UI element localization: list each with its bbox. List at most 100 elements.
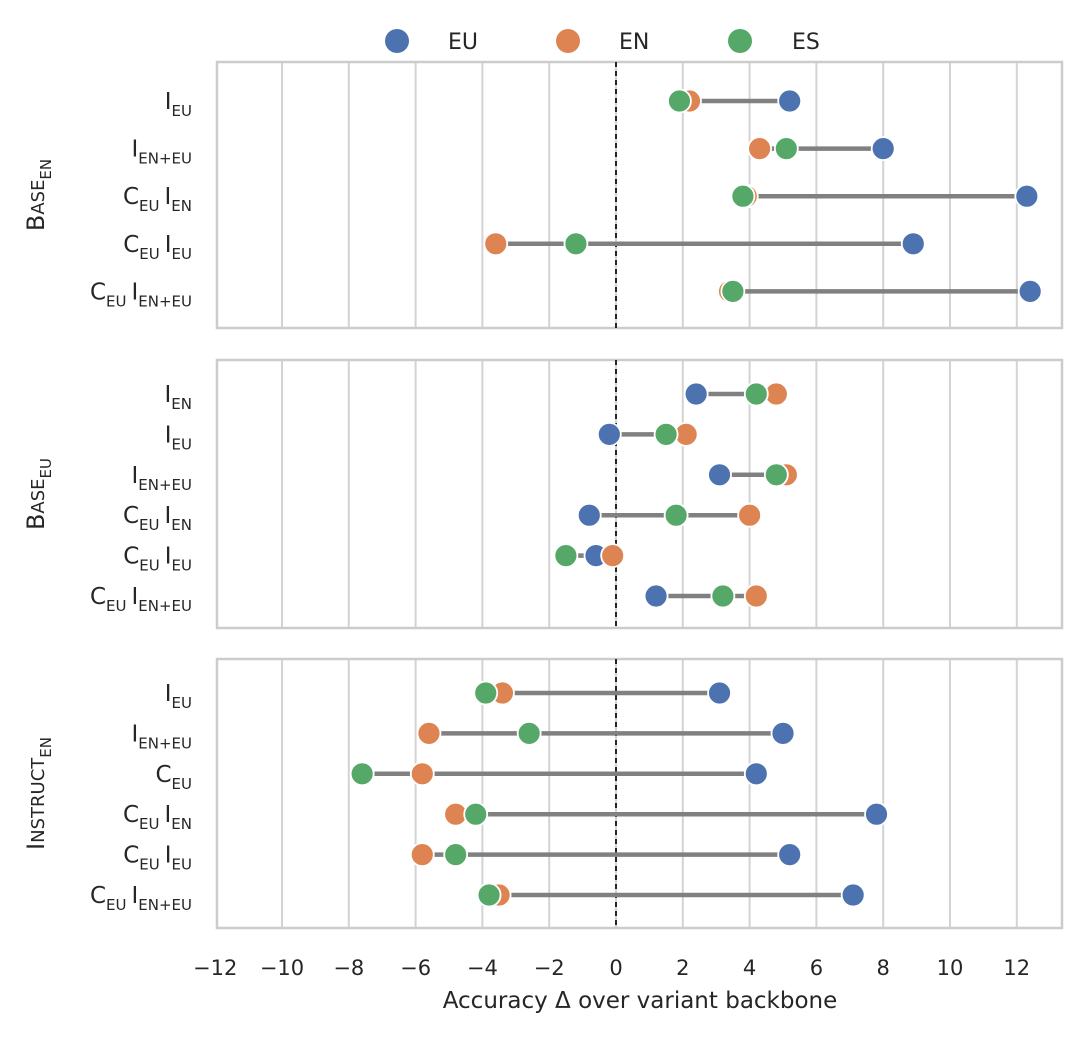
row: CEU IEN+EU xyxy=(90,278,1043,310)
point-eu xyxy=(840,882,866,908)
row: IEN+EU xyxy=(131,462,799,494)
category-label-subscript: EN+EU xyxy=(138,896,192,914)
category-label: CEU IEU xyxy=(123,843,192,874)
category-label-subscript: EU xyxy=(172,102,192,120)
point-eu xyxy=(743,761,769,787)
legend-marker-en xyxy=(556,29,580,53)
panel-label-subscript: EU xyxy=(37,458,55,478)
row: IEU xyxy=(165,421,699,453)
point-eu xyxy=(777,88,803,114)
panel-label-initial: B xyxy=(22,215,50,231)
point-eu xyxy=(707,680,732,706)
category-label: CEU IEN xyxy=(123,184,192,215)
point-eu xyxy=(864,801,889,827)
category-label-subscript: EN xyxy=(171,516,192,534)
panel-frame xyxy=(215,358,1064,630)
row: IEU xyxy=(165,88,803,120)
x-tick-label: −8 xyxy=(333,956,364,980)
category-label-subscript: EU xyxy=(172,245,192,263)
panel-frame xyxy=(215,60,1064,330)
point-eu xyxy=(596,421,622,447)
point-en xyxy=(483,231,509,257)
category-label: IEN+EU xyxy=(131,137,192,168)
category-label-main: I xyxy=(131,883,138,909)
x-tick-label: −12 xyxy=(193,956,237,980)
category-label-main: C xyxy=(90,279,106,305)
row: CEU IEU xyxy=(123,842,803,874)
point-es xyxy=(667,88,692,114)
panel-label-smallcaps: ASE xyxy=(28,478,49,513)
category-label: IEU xyxy=(165,422,192,453)
point-en xyxy=(747,136,773,162)
category-label: CEU IEN xyxy=(123,503,192,534)
x-tick-label: 4 xyxy=(743,956,756,980)
point-es xyxy=(463,801,489,827)
x-tick-label: −10 xyxy=(260,956,304,980)
category-label-subscript: EN+EU xyxy=(138,597,192,615)
x-axis: −12 −10 −8 −6 −4 −2 0 2 4 6 8 10 12 Accuracy Δ over v… xyxy=(193,956,1030,1014)
category-label-subscript: EN+EU xyxy=(138,150,192,168)
category-label-subscript: EU xyxy=(106,292,126,310)
point-es xyxy=(516,721,542,746)
row: IEN+EU xyxy=(131,136,896,168)
point-eu xyxy=(1017,278,1043,304)
category-label-subscript: EU xyxy=(139,245,159,263)
category-label: CEU IEU xyxy=(123,232,192,263)
legend-label-eu: EU xyxy=(448,30,478,55)
row: CEU xyxy=(155,761,769,793)
x-tick-label: −6 xyxy=(400,956,431,980)
legend: EU EN ES xyxy=(385,29,820,55)
panel-label-initial: B xyxy=(22,514,50,530)
category-label-subscript: EU xyxy=(172,557,192,575)
category-label-main: I xyxy=(165,422,172,448)
panel-label: BASEEU xyxy=(22,458,55,530)
panel-label-subscript: EN xyxy=(37,737,55,758)
x-tick-label: 6 xyxy=(810,956,823,980)
category-label-subscript: EN+EU xyxy=(138,734,192,752)
point-eu xyxy=(770,721,796,746)
category-label: IEN xyxy=(165,382,193,413)
category-label-main: C xyxy=(123,843,139,869)
point-en xyxy=(409,842,435,867)
category-label: CEU IEU xyxy=(123,544,192,575)
point-es xyxy=(553,543,579,568)
point-es xyxy=(653,421,679,447)
category-label-subscript: EU xyxy=(139,856,159,874)
category-label: CEU IEN+EU xyxy=(90,279,192,310)
point-en xyxy=(416,721,442,746)
category-label-subscript: EN xyxy=(171,815,192,833)
row: IEU xyxy=(165,680,732,712)
row: CEU IEN xyxy=(123,801,889,833)
category-label: CEU IEN xyxy=(123,802,192,833)
point-es xyxy=(763,462,789,488)
row: CEU IEU xyxy=(123,231,926,263)
x-tick-label: 0 xyxy=(609,956,622,980)
category-label-main: I xyxy=(131,279,138,305)
point-en xyxy=(600,543,626,568)
row: IEN xyxy=(165,381,789,413)
row: CEU IEN+EU xyxy=(90,583,769,615)
point-es xyxy=(476,882,502,908)
point-eu xyxy=(900,231,926,257)
point-eu xyxy=(870,136,896,162)
category-label-main: C xyxy=(123,184,139,210)
legend-label-en: EN xyxy=(619,30,649,55)
category-label: CEU xyxy=(155,762,192,793)
point-en xyxy=(409,761,435,787)
x-tick-label: −4 xyxy=(467,956,498,980)
legend-label-es: ES xyxy=(792,30,820,55)
category-label: IEN+EU xyxy=(131,463,192,494)
category-label-subscript: EU xyxy=(172,435,192,453)
category-label-main: I xyxy=(131,463,138,489)
x-tick-label: 10 xyxy=(937,956,964,980)
point-es xyxy=(730,183,756,209)
point-eu xyxy=(777,842,803,867)
legend-marker-es xyxy=(728,29,752,53)
point-eu xyxy=(643,583,669,609)
panel-label-subscript: EN xyxy=(37,159,55,180)
category-label-main: C xyxy=(90,883,106,909)
category-label-subscript: EN xyxy=(171,395,192,413)
row: CEU IEN xyxy=(123,183,1040,215)
category-label-main: C xyxy=(123,503,139,529)
